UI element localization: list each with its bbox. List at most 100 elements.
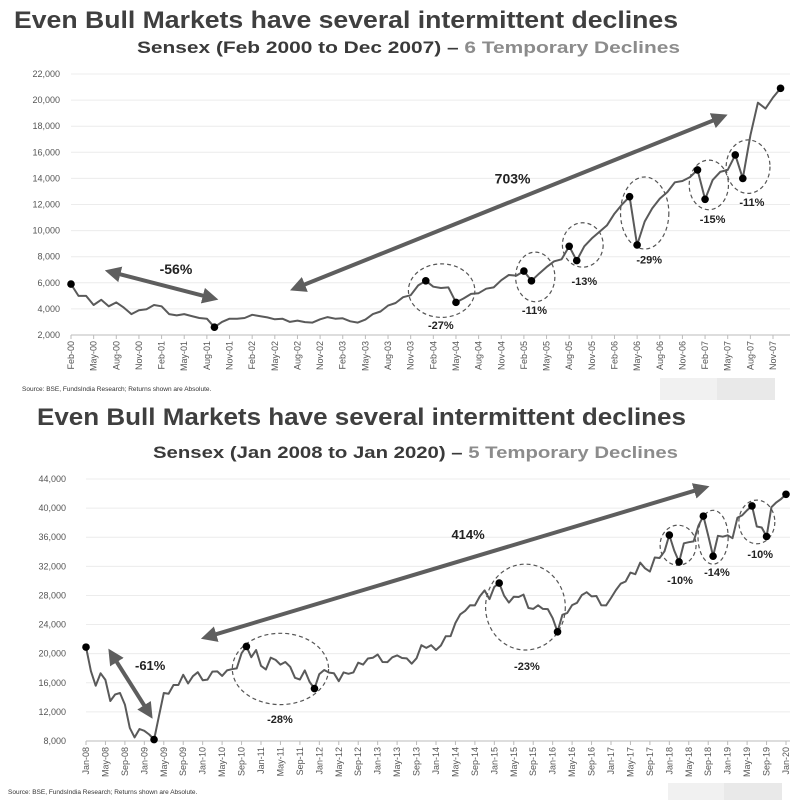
- y-tick-label: 12,000: [38, 707, 66, 717]
- return-label: -56%: [160, 261, 193, 277]
- x-tick-label: Aug-00: [111, 341, 121, 370]
- y-tick-label: 44,000: [38, 474, 66, 484]
- x-tick-label: Nov-04: [496, 341, 506, 370]
- turning-point-marker: [625, 192, 634, 201]
- x-tick-label: May-11: [275, 747, 285, 776]
- return-label: 414%: [451, 527, 485, 542]
- return-label: 703%: [495, 170, 531, 186]
- y-tick-label: 16,000: [32, 147, 60, 157]
- decline-label: -23%: [514, 661, 540, 673]
- chart-panel-2008-2020: Even Bull Markets have several intermitt…: [8, 404, 791, 800]
- x-tick-label: Jan-20: [781, 747, 791, 775]
- decline-circle: [484, 563, 566, 651]
- x-tick-label: Sep-18: [703, 747, 713, 776]
- decorative-box: [717, 378, 775, 400]
- decline-label: -15%: [700, 214, 726, 226]
- decline-label: -27%: [428, 320, 454, 332]
- turning-point-marker: [633, 241, 641, 249]
- turning-point-marker: [553, 628, 562, 636]
- y-tick-label: 40,000: [38, 503, 66, 513]
- return-arrow: [104, 266, 219, 304]
- return-arrow: [290, 113, 728, 292]
- y-tick-label: 36,000: [38, 532, 66, 542]
- x-tick-label: May-07: [723, 341, 733, 371]
- source-note: Source: BSE, FundsIndia Research; Return…: [22, 386, 212, 393]
- x-tick-label: May-13: [392, 747, 402, 777]
- plot-area: 8,000 12,000 16,000 20,000 24,000 28,000 32,00…: [38, 474, 791, 777]
- chart-panel-2000-2007: Even Bull Markets have several intermitt…: [14, 7, 790, 400]
- turning-point-marker: [67, 280, 75, 288]
- source-note: Source: BSE, FundsIndia Research; Return…: [8, 789, 198, 796]
- x-tick-label: Nov-07: [768, 341, 778, 370]
- x-tick-label: Sep-12: [353, 747, 363, 776]
- turning-point-marker: [709, 552, 717, 560]
- x-tick-label: Sep-08: [120, 747, 130, 776]
- decline-label: -13%: [571, 276, 597, 288]
- turning-point-marker: [421, 277, 430, 285]
- x-tick-label: Sep-16: [587, 747, 597, 776]
- chart-subtitle: Sensex (Jan 2008 to Jan 2020) – 5 Tempor…: [153, 443, 678, 462]
- x-tick-label: May-15: [509, 747, 519, 777]
- x-tick-label: Jan-18: [664, 747, 674, 775]
- x-tick-label: Sep-19: [762, 747, 772, 776]
- y-tick-label: 4,000: [37, 304, 60, 314]
- decline-circle: [725, 139, 771, 195]
- x-tick-label: Aug-01: [202, 341, 212, 370]
- x-tick-label: Nov-01: [225, 341, 235, 370]
- x-tick-label: Feb-04: [428, 341, 438, 370]
- y-tick-label: 22,000: [32, 69, 60, 79]
- x-tick-label: Sep-17: [645, 747, 655, 776]
- y-tick-label: 12,000: [32, 200, 60, 210]
- x-tick-label: Jan-08: [81, 747, 91, 775]
- x-tick-label: Sep-11: [295, 747, 305, 775]
- y-tick-label: 20,000: [38, 649, 66, 659]
- decorative-box: [668, 783, 724, 800]
- chart-title: Even Bull Markets have several intermitt…: [37, 404, 686, 431]
- y-tick-label: 18,000: [32, 121, 60, 131]
- x-tick-label: Nov-03: [406, 341, 416, 370]
- chart-title: Even Bull Markets have several intermitt…: [14, 7, 678, 34]
- turning-point-marker: [701, 195, 709, 204]
- turning-point-marker: [675, 558, 683, 566]
- y-tick-label: 2,000: [37, 330, 60, 340]
- x-tick-label: May-17: [625, 747, 635, 777]
- x-tick-label: May-10: [217, 747, 227, 777]
- x-tick-label: Jan-15: [489, 747, 499, 775]
- x-tick-label: May-09: [159, 747, 169, 777]
- x-tick-label: Nov-00: [134, 341, 144, 370]
- subtitle-accent: 6 Temporary Declines: [464, 38, 680, 57]
- sensex-line: [85, 493, 787, 741]
- x-tick-label: May-01: [179, 341, 189, 371]
- y-tick-label: 16,000: [38, 678, 66, 688]
- decline-label: -14%: [704, 567, 730, 579]
- x-tick-label: May-04: [451, 341, 461, 371]
- turning-point-marker: [310, 684, 319, 693]
- turning-point-marker: [665, 531, 674, 539]
- x-tick-label: May-05: [542, 341, 552, 371]
- turning-point-marker: [739, 174, 747, 183]
- x-tick-label: Nov-05: [587, 341, 597, 370]
- x-tick-label: May-02: [270, 341, 280, 371]
- return-arrow: [108, 648, 153, 719]
- x-tick-label: Feb-03: [338, 341, 348, 370]
- turning-point-marker: [748, 502, 756, 510]
- decline-label: -10%: [747, 549, 773, 561]
- x-tick-label: Feb-01: [157, 341, 167, 370]
- x-tick-label: May-18: [684, 747, 694, 777]
- y-tick-label: 32,000: [38, 561, 66, 571]
- decline-label: -29%: [636, 254, 662, 266]
- turning-point-marker: [210, 323, 219, 331]
- x-tick-label: Aug-04: [474, 341, 484, 370]
- chart-subtitle: Sensex (Feb 2000 to Dec 2007) – 6 Tempor…: [137, 38, 680, 57]
- decline-circle: [738, 499, 776, 545]
- decline-label: -11%: [739, 197, 764, 209]
- x-tick-label: Feb-00: [66, 341, 76, 370]
- decorative-box: [724, 783, 782, 800]
- turning-point-marker: [495, 579, 503, 587]
- sensex-line: [70, 87, 782, 329]
- decline-circle: [619, 176, 670, 250]
- x-tick-label: Aug-03: [383, 341, 393, 370]
- turning-point-marker: [731, 151, 740, 159]
- turning-point-marker: [520, 267, 528, 275]
